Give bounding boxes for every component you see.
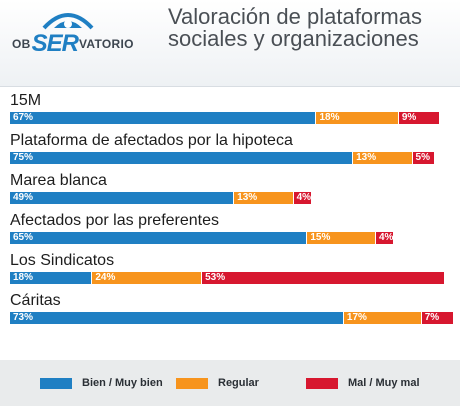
stacked-bar-chart: 15M 67% 18% 9% Plataforma de afectados por l…	[0, 92, 460, 352]
bar-segment	[10, 152, 354, 164]
data-label: 18%	[13, 272, 34, 283]
bar-row: 73% 17% 7%	[10, 312, 454, 324]
bar-segment	[92, 272, 203, 284]
logo-text-post: VATORIO	[78, 37, 134, 51]
data-label: 65%	[13, 232, 34, 243]
header: OB SER VATORIO Valoración de plataformas…	[0, 0, 460, 87]
legend-item: Bien / Muy bien	[40, 376, 163, 390]
logo-text-pre: OB	[12, 37, 31, 51]
category-label: Plataforma de afectados por la hipoteca	[10, 132, 293, 149]
bar-segment	[375, 232, 395, 244]
data-label: 18%	[319, 112, 340, 123]
data-label: 4%	[296, 192, 312, 203]
legend-label: Bien / Muy bien	[82, 377, 163, 389]
bar-segment	[234, 192, 294, 204]
bar-segment	[398, 112, 440, 124]
bar-segment	[343, 312, 422, 324]
bar-segment	[293, 192, 312, 204]
bar-segment	[307, 232, 376, 244]
observatorio-logo: OB SER VATORIO	[12, 6, 142, 66]
data-label: 49%	[13, 192, 34, 203]
bar-segment	[412, 152, 436, 164]
bar-segment	[421, 312, 454, 324]
bar-segment	[316, 112, 399, 124]
data-label: 67%	[13, 112, 34, 123]
data-label: 53%	[205, 272, 226, 283]
category-label: Los Sindicatos	[10, 252, 115, 269]
logo-text-mid: SER	[31, 30, 79, 57]
bar-row: 75% 13% 5%	[10, 152, 440, 164]
data-label: 15%	[310, 232, 331, 243]
chart-title: Valoración de plataformas sociales y org…	[168, 6, 454, 50]
data-label: 4%	[378, 232, 394, 243]
legend-swatch	[306, 377, 338, 389]
data-label: 5%	[415, 152, 430, 163]
data-label: 73%	[13, 312, 34, 323]
data-label: 17%	[346, 312, 367, 323]
bar-segment	[10, 312, 344, 324]
eye-icon	[42, 13, 94, 30]
bar-row: 49% 13% 4%	[10, 192, 440, 204]
data-label: 75%	[13, 152, 34, 163]
data-label: 9%	[401, 112, 417, 123]
legend-swatch	[176, 377, 208, 389]
bar-segment	[202, 272, 445, 284]
bar-segment	[10, 112, 317, 124]
bar-row: 18% 24% 53%	[10, 272, 445, 284]
logo-text: OB SER VATORIO	[12, 30, 142, 58]
legend-item: Mal / Muy mal	[306, 376, 420, 390]
bar-segment	[10, 192, 235, 204]
category-label: 15M	[10, 92, 42, 109]
data-label: 24%	[95, 272, 116, 283]
data-label: 13%	[237, 192, 258, 203]
legend-label: Regular	[218, 377, 259, 389]
legend-item: Regular	[176, 376, 259, 390]
bar-segment	[353, 152, 413, 164]
category-label: Cáritas	[10, 292, 61, 309]
legend: Bien / Muy bien Regular Mal / Muy mal	[0, 360, 460, 406]
bar-segment	[10, 232, 308, 244]
bar-row: 65% 15% 4%	[10, 232, 440, 244]
chart-title-line-2: sociales y organizaciones	[168, 26, 419, 51]
chart-title-line-1: Valoración de plataformas	[168, 4, 422, 29]
data-label: 7%	[424, 312, 440, 323]
legend-label: Mal / Muy mal	[348, 377, 420, 389]
bar-segment	[10, 272, 93, 284]
data-label: 13%	[356, 152, 377, 163]
category-label: Marea blanca	[10, 172, 107, 189]
bar-row: 67% 18% 9%	[10, 112, 440, 124]
legend-swatch	[40, 377, 72, 389]
category-label: Afectados por las preferentes	[10, 212, 220, 229]
